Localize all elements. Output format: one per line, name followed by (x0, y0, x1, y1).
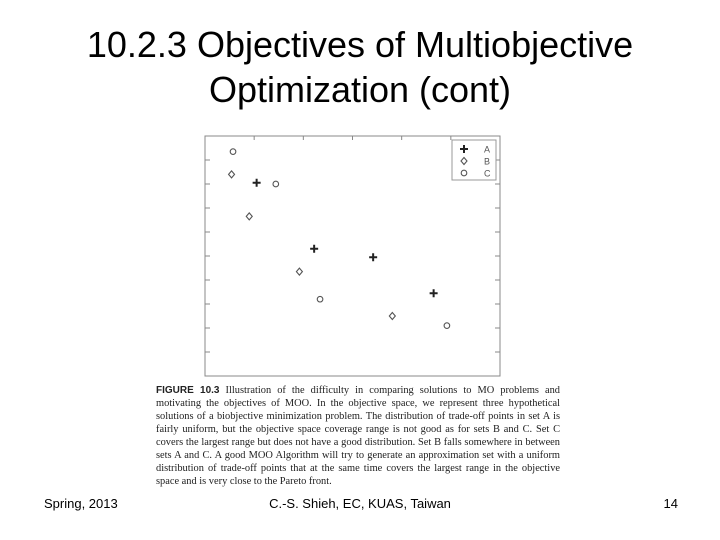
footer-author: C.-S. Shieh, EC, KUAS, Taiwan (269, 496, 451, 511)
point-series-c (316, 295, 324, 303)
point-series-a (429, 289, 438, 298)
data-points (227, 148, 451, 329)
slide-title: 10.2.3 Objectives of Multiobjective Opti… (20, 22, 700, 112)
plot-legend: ABC (451, 139, 497, 181)
footer-page-number: 14 (663, 496, 678, 511)
legend-label-b: B (484, 157, 490, 167)
point-series-a (369, 253, 378, 262)
point-series-b (388, 311, 397, 321)
footer-date: Spring, 2013 (44, 496, 118, 511)
figure-caption: FIGURE 10.3 Illustration of the difficul… (156, 384, 560, 488)
legend-marker-c (460, 169, 468, 177)
point-series-b (295, 267, 304, 276)
point-series-c (229, 148, 237, 155)
legend-marker-b (460, 156, 468, 166)
point-series-b (245, 212, 253, 221)
caption-text: Illustration of the difficulty in compar… (156, 385, 560, 487)
point-series-c (272, 180, 280, 188)
legend-label-a: A (484, 145, 490, 155)
point-series-a (310, 244, 319, 253)
scatter-plot: ABC (204, 135, 501, 377)
point-series-b (227, 170, 236, 179)
legend-marker-a (460, 145, 468, 153)
axis-ticks (205, 136, 500, 353)
point-series-c (443, 322, 451, 329)
point-series-a (252, 178, 261, 187)
legend-label-c: C (484, 169, 491, 179)
legend-box (451, 139, 497, 181)
slide-title-line-2: Optimization (cont) (208, 69, 512, 110)
slide-title-line-1: 10.2.3 Objectives of Multiobjective (86, 24, 634, 65)
caption-label: FIGURE 10.3 (156, 385, 220, 396)
